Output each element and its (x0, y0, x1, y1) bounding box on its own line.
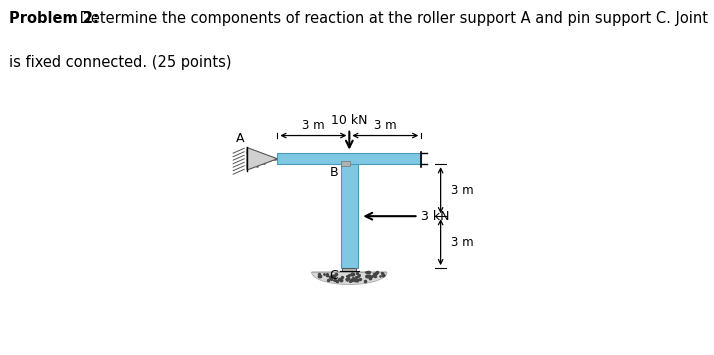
Bar (277, 153, 421, 164)
Text: 3 m: 3 m (451, 236, 473, 248)
Bar (343, 268, 356, 271)
Polygon shape (247, 147, 277, 170)
Text: 3 m: 3 m (451, 184, 473, 197)
Text: A: A (236, 132, 244, 146)
Bar (341, 161, 350, 165)
Text: Problem 2:: Problem 2: (9, 11, 99, 26)
Bar (341, 164, 358, 268)
Text: 3 kN: 3 kN (421, 210, 450, 223)
Text: 10 kN: 10 kN (331, 114, 368, 126)
Text: C: C (329, 269, 338, 282)
Text: B: B (330, 166, 339, 179)
Text: 3 m: 3 m (374, 119, 396, 132)
Polygon shape (312, 272, 387, 284)
Text: is fixed connected. (25 points): is fixed connected. (25 points) (9, 55, 232, 70)
Text: Determine the components of reaction at the roller support A and pin support C. : Determine the components of reaction at … (75, 11, 714, 26)
Text: 3 m: 3 m (302, 119, 325, 132)
